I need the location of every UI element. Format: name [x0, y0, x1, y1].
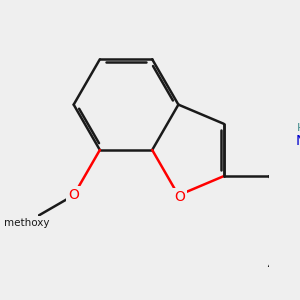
Text: O: O: [68, 188, 79, 202]
Text: O: O: [175, 190, 185, 204]
Text: H: H: [297, 122, 300, 135]
Text: methoxy: methoxy: [4, 218, 50, 228]
Text: N: N: [296, 134, 300, 148]
